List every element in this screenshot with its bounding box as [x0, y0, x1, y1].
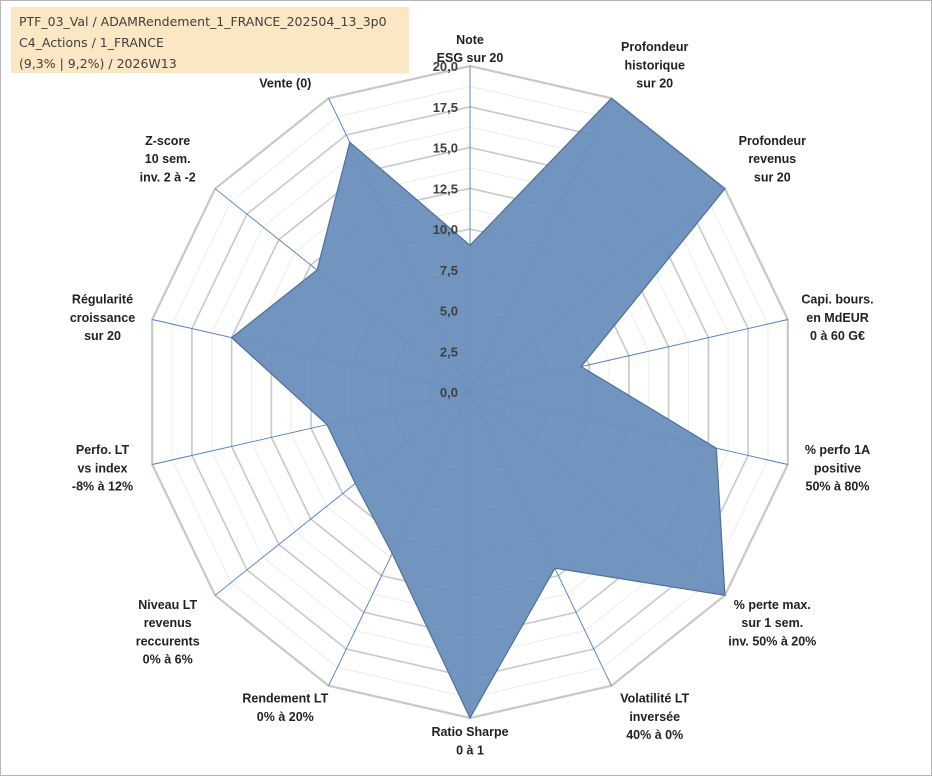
axis-label: 10 sem. — [145, 152, 191, 166]
axis-label: Profondeur — [621, 40, 688, 54]
axis-label: Perfo. LT — [76, 443, 130, 457]
axis-label: 0% à 6% — [143, 653, 193, 667]
axis-label: 0 à 1 — [456, 743, 484, 757]
tick-label: 17,5 — [433, 100, 458, 115]
axis-label: Niveau LT — [138, 598, 197, 612]
tick-label: 7,5 — [440, 263, 458, 278]
info-category-line: C4_Actions / 1_FRANCE — [19, 35, 164, 50]
axis-label: historique — [624, 58, 684, 72]
axis-label: 50% à 80% — [806, 480, 870, 494]
axis-label: revenus — [748, 152, 796, 166]
axis-label: sur 20 — [636, 77, 673, 91]
axis-label: % perte max. — [734, 598, 811, 612]
axis-label: croissance — [70, 311, 135, 325]
axis-label: reccurents — [136, 634, 200, 648]
info-box: PTF_03_Val / ADAMRendement_1_FRANCE_2025… — [11, 7, 409, 73]
tick-label: 12,5 — [433, 181, 458, 196]
axis-label: Ratio Sharpe — [431, 725, 508, 739]
axis-label: Rendement LT — [242, 692, 328, 706]
axis-label: Régularité — [72, 293, 133, 307]
axis-label: sur 1 sem. — [741, 616, 803, 630]
tick-label: 15,0 — [433, 141, 458, 156]
axis-label: -8% à 12% — [72, 480, 133, 494]
axis-label: 40% à 0% — [626, 728, 683, 742]
axis-label: inv. 50% à 20% — [728, 634, 816, 648]
radar-series — [230, 97, 726, 720]
axis-label: en MdEUR — [806, 311, 869, 325]
axis-label: ESG sur 20 — [437, 51, 504, 65]
tick-label: 0,0 — [440, 385, 458, 400]
tick-label: 20,0 — [433, 59, 458, 74]
axis-label: positive — [814, 461, 861, 475]
axis-label: revenus — [144, 616, 192, 630]
axis-label: Volatilité LT — [620, 692, 689, 706]
radar-axis-labels: Note ESG sur 20 Profondeur historique sur 20… — [70, 33, 874, 758]
axis-label: inv. 2 à -2 — [140, 170, 196, 184]
info-portfolio-line: PTF_03_Val / ADAMRendement_1_FRANCE_2025… — [19, 14, 387, 29]
axis-label: Note — [456, 33, 484, 47]
tick-label: 2,5 — [440, 344, 458, 359]
axis-label: Profondeur — [739, 134, 806, 148]
axis-label: sur 20 — [754, 170, 791, 184]
tick-label: 10,0 — [433, 222, 458, 237]
axis-label: inversée — [629, 710, 680, 724]
axis-label: 0% à 20% — [257, 710, 314, 724]
axis-label: vs index — [77, 461, 127, 475]
axis-label: Z-score — [145, 134, 190, 148]
tick-label: 5,0 — [440, 304, 458, 319]
axis-label: % perfo 1A — [805, 443, 870, 457]
axis-label: Vente (0) — [259, 77, 311, 91]
axis-label: sur 20 — [84, 329, 121, 343]
info-stats-line: (9,3% | 9,2%) / 2026W13 — [19, 56, 177, 71]
axis-label: 0 à 60 G€ — [810, 329, 865, 343]
series-area — [230, 97, 726, 720]
axis-label: Capi. bours. — [801, 293, 873, 307]
radar-tick-labels: 0,0 2,5 5,0 7,5 10,0 12,5 15,0 17,5 20,0 — [433, 59, 458, 400]
